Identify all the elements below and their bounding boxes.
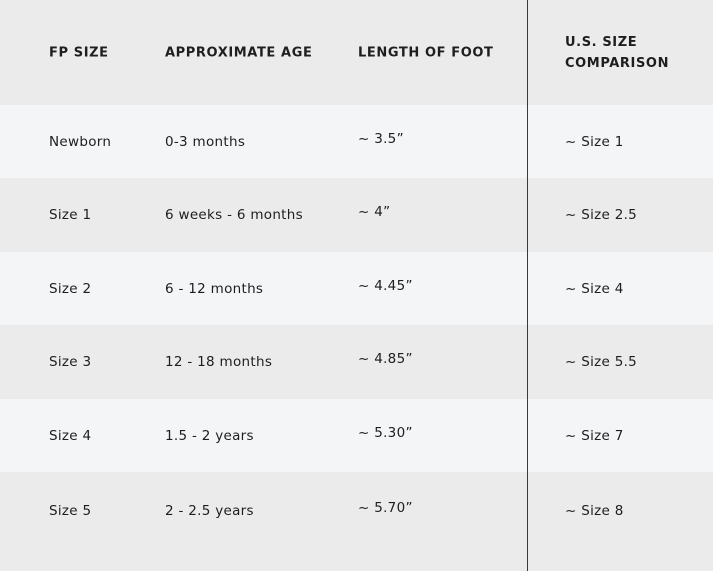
table-header: FP SIZE APPROXIMATE AGE LENGTH OF FOOT U… [0,0,713,105]
us-size-cell: ~ Size 1 [565,133,624,150]
table-row: Newborn 0-3 months ~ 3.5” ~ Size 1 [0,105,713,178]
foot-length-cell: ~ 4” [358,204,391,220]
fp-size-cell: Size 3 [49,354,92,370]
table-row: Size 5 2 - 2.5 years ~ 5.70” ~ Size 8 [0,472,713,550]
table-row: Size 1 6 weeks - 6 months ~ 4” ~ Size 2.… [0,178,713,252]
us-size-cell: ~ Size 7 [565,427,624,444]
fp-size-cell: Size 1 [49,207,92,223]
us-size-cell: ~ Size 5.5 [565,354,638,370]
column-divider [527,0,528,571]
foot-length-cell: ~ 5.70” [358,500,413,516]
foot-length-cell: ~ 5.30” [358,424,413,441]
header-us-size-line2: COMPARISON [565,55,670,71]
foot-length-cell: ~ 4.85” [358,351,413,367]
fp-size-cell: Size 2 [49,280,92,297]
table-row: Size 4 1.5 - 2 years ~ 5.30” ~ Size 7 [0,399,713,472]
us-size-cell: ~ Size 8 [565,503,624,519]
age-cell: 6 weeks - 6 months [165,207,303,223]
header-fp-size: FP SIZE [49,45,109,60]
header-approximate-age: APPROXIMATE AGE [165,45,313,60]
table-row: Size 3 12 - 18 months ~ 4.85” ~ Size 5.5 [0,325,713,399]
foot-length-cell: ~ 3.5” [358,130,404,147]
header-us-size-comparison: U.S. SIZE COMPARISON [565,32,669,74]
header-us-size-line1: U.S. SIZE [565,34,638,50]
fp-size-cell: Newborn [49,133,112,150]
fp-size-cell: Size 5 [49,503,92,519]
foot-length-cell: ~ 4.45” [358,277,413,294]
age-cell: 12 - 18 months [165,354,273,370]
header-length-of-foot: LENGTH OF FOOT [358,45,494,60]
age-cell: 6 - 12 months [165,280,264,297]
us-size-cell: ~ Size 4 [565,280,624,297]
table-row: Size 2 6 - 12 months ~ 4.45” ~ Size 4 [0,252,713,325]
age-cell: 2 - 2.5 years [165,503,254,519]
us-size-cell: ~ Size 2.5 [565,207,638,223]
fp-size-cell: Size 4 [49,427,92,444]
age-cell: 0-3 months [165,133,246,150]
age-cell: 1.5 - 2 years [165,427,254,444]
